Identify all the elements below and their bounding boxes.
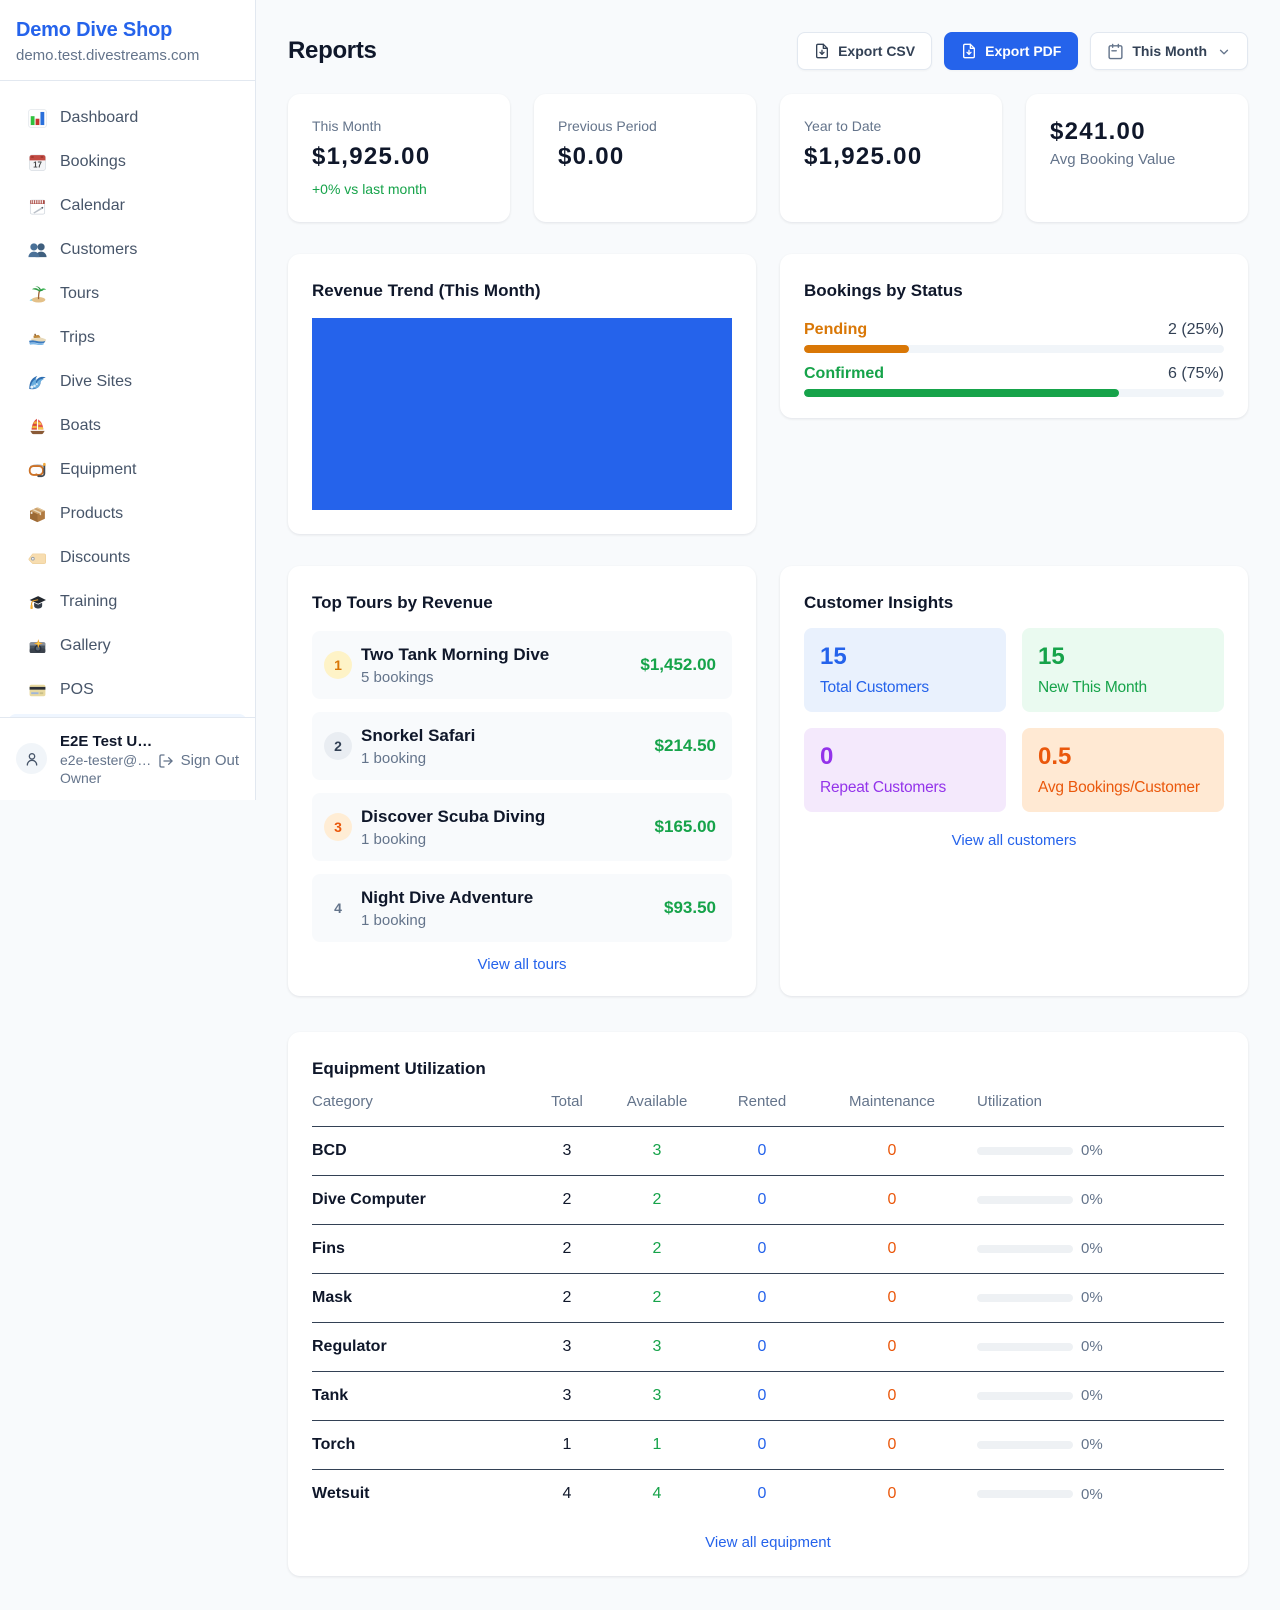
svg-text:17: 17 [33, 160, 42, 169]
